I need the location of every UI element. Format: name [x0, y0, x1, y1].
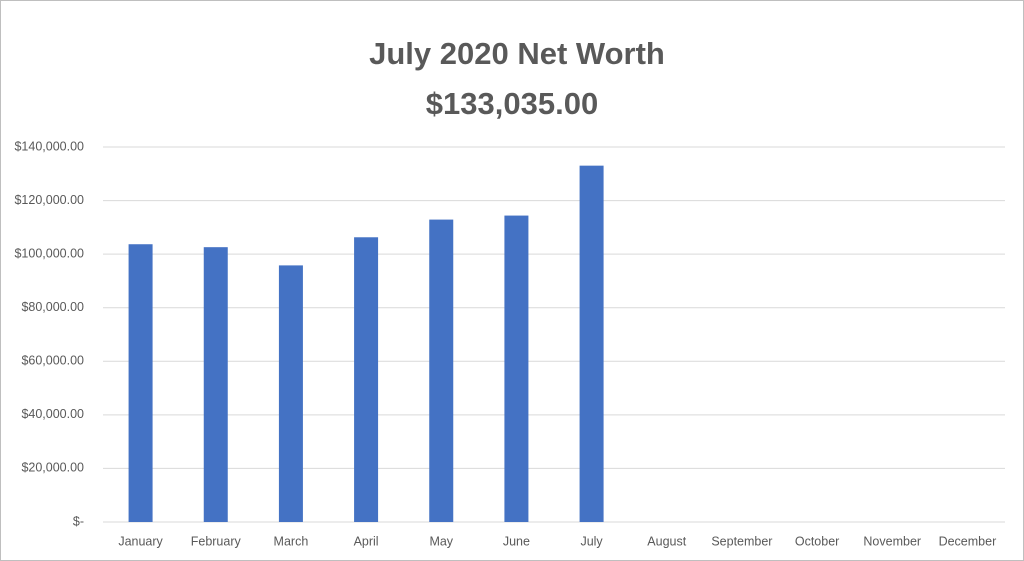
- bar: [354, 237, 379, 522]
- y-tick-label: $60,000.00: [21, 354, 84, 368]
- y-tick-label: $120,000.00: [14, 193, 84, 207]
- bar: [278, 265, 303, 522]
- bar: [579, 165, 604, 522]
- x-tick-label: April: [354, 534, 379, 548]
- bar: [504, 215, 529, 523]
- x-tick-label: September: [711, 534, 772, 548]
- y-tick-label: $-: [73, 514, 84, 528]
- y-tick-label: $80,000.00: [21, 300, 84, 314]
- y-tick-label: $40,000.00: [21, 407, 84, 421]
- chart-title: July 2020 Net Worth: [369, 36, 665, 71]
- bar: [203, 247, 228, 522]
- x-tick-label: January: [118, 534, 163, 548]
- y-tick-label: $20,000.00: [21, 461, 84, 475]
- x-tick-label: June: [503, 534, 530, 548]
- bar: [128, 244, 153, 522]
- x-tick-label: May: [429, 534, 453, 548]
- x-tick-label: October: [795, 534, 839, 548]
- x-tick-label: February: [191, 534, 242, 548]
- x-tick-label: November: [863, 534, 921, 548]
- chart-subtitle: $133,035.00: [426, 86, 598, 121]
- x-tick-label: July: [580, 534, 603, 548]
- x-tick-label: March: [274, 534, 309, 548]
- x-tick-label: August: [647, 534, 686, 548]
- x-tick-label: December: [939, 534, 997, 548]
- y-tick-label: $140,000.00: [14, 139, 84, 153]
- y-tick-label: $100,000.00: [14, 246, 84, 260]
- bar: [429, 219, 454, 522]
